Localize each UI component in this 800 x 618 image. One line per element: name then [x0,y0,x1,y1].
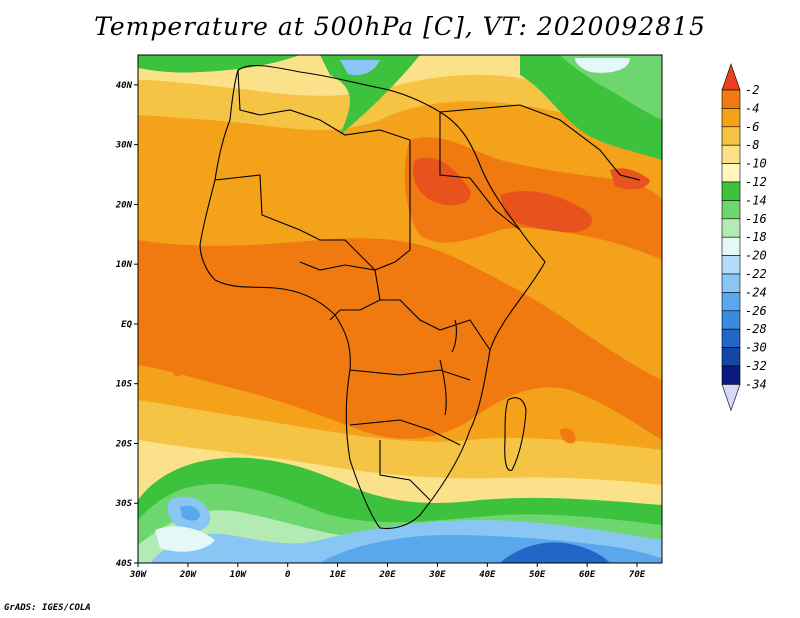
colorbar-swatch [721,292,741,312]
credit-text: GrADS: IGES/COLA [4,603,91,613]
colorbar-label: -26 [745,304,767,318]
coastline [199,65,641,529]
lon-tick-label: 10W [230,570,248,580]
colorbar-swatch [721,89,741,109]
lat-tick-label: 10S [116,380,133,390]
lon-tick-label: 30W [129,570,148,580]
colorbar-swatch [721,181,741,201]
map-title: Temperature at 500hPa [C], VT: 202009281… [94,12,706,41]
colorbar-bottom-arrow [721,384,741,412]
colorbar-label: -12 [745,175,767,189]
colorbar-swatch [721,255,741,275]
colorbar-label: -32 [745,359,767,373]
temperature-field [138,55,662,563]
colorbar-label: -4 [745,101,759,115]
colorbar-label: -22 [745,267,767,281]
colorbar-swatch [721,365,741,385]
colorbar-label: -18 [745,230,767,244]
colorbar-swatch [721,144,741,164]
colorbar-swatch [721,310,741,330]
lon-tick-label: 50E [529,570,546,580]
colorbar-swatch [721,163,741,183]
colorbar-label: -6 [745,120,759,134]
colorbar-swatch [721,126,741,146]
colorbar-swatch [721,108,741,128]
lat-tick-label: 40N [116,81,133,91]
colorbar-label: -30 [745,341,767,355]
plot-frame [137,54,663,564]
lat-tick-label: 30N [115,141,133,151]
lon-tick-label: 30E [428,570,446,580]
lat-tick-label: 40S [116,559,133,569]
lat-tick-label: 20S [115,439,133,449]
lon-tick-label: 40E [479,570,496,580]
colorbar-label: -16 [745,212,767,226]
colorbar-label: -34 [745,377,767,391]
colorbar: -2 -4 -6 -8 -10 -12 -14 -16 -18 -20 -22 -24 -26 -28 -3… [721,63,767,412]
lon-tick-label: 60E [579,570,596,580]
colorbar-top-arrow [721,63,741,91]
colorbar-swatch [721,236,741,256]
lon-tick-label: 0 [285,570,291,580]
colorbar-swatch [721,347,741,367]
colorbar-swatch [721,328,741,348]
colorbar-label: -20 [745,249,767,263]
lat-tick-label: EQ [121,320,132,330]
longitude-axis: 30W 20W 10W 0 10E 20E 30E 40E 50E 60E 70E [129,563,646,580]
lat-tick-label: 10N [116,260,133,270]
lat-tick-label: 20N [115,200,133,210]
colorbar-label: -2 [745,83,759,97]
lon-tick-label: 70E [629,570,646,580]
lon-tick-label: 10E [329,570,346,580]
lat-tick-label: 30S [115,499,133,509]
colorbar-label: -10 [745,157,767,171]
colorbar-label: -8 [745,138,759,152]
lon-tick-label: 20W [179,570,198,580]
colorbar-swatch [721,218,741,238]
colorbar-swatch [721,273,741,293]
colorbar-swatch [721,200,741,220]
lon-tick-label: 20E [378,570,396,580]
colorbar-label: -14 [745,193,767,207]
latitude-axis: 40N 30N 20N 10N EQ 10S 20S 30S 40S [115,81,138,569]
colorbar-label: -24 [745,285,767,299]
colorbar-label: -28 [745,322,767,336]
